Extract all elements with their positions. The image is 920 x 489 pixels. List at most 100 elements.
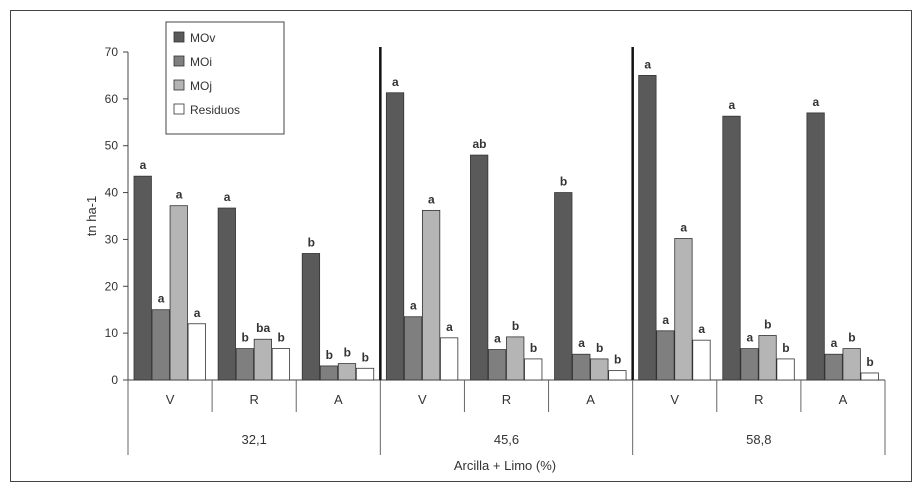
x-group-label: 32,1 [242,432,267,447]
legend-swatch [173,31,185,43]
bar-significance-label: b [764,317,771,331]
bar [722,115,741,381]
bar-significance-label: b [530,341,537,355]
bar [572,353,591,381]
chart-frame [10,10,912,482]
x-category-label: R [754,392,763,407]
bar [638,75,657,381]
bar-significance-label: a [662,313,669,327]
bar-significance-label: b [848,331,855,345]
bar [842,348,861,381]
bar-significance-label: b [308,235,315,249]
bar-significance-label: a [698,322,705,336]
bar-significance-label: a [578,336,585,350]
bar [217,207,236,381]
y-tick-label: 0 [111,373,118,387]
bar-significance-label: a [494,332,501,346]
legend-box [165,21,285,135]
bar-significance-label: a [831,336,838,350]
x-category-label: R [249,392,258,407]
legend: MOv MOi MOj Residuos [165,21,285,135]
bar [506,336,525,381]
x-category-label: R [502,392,511,407]
x-category-label: A [334,392,343,407]
x-category-label: A [839,392,848,407]
bar [674,238,693,381]
bar [758,335,777,381]
bar-significance-label: a [158,292,165,306]
bar [806,112,825,381]
y-tick-label: 20 [105,279,119,293]
bar-significance-label: ab [472,137,486,151]
bar-significance-label: a [680,220,687,234]
bar-significance-label: b [241,331,248,345]
bar-significance-label: a [194,306,201,320]
bar-significance-label: b [326,348,333,362]
bar-significance-label: a [224,190,231,204]
y-tick-label: 30 [105,232,119,246]
bar-significance-label: b [278,331,285,345]
bar [440,337,459,381]
y-tick-label: 10 [105,326,119,340]
bar [151,309,170,381]
bar-significance-label: a [140,158,147,172]
bar-significance-label: b [560,175,567,189]
bar [656,330,675,381]
y-tick-label: 50 [105,139,119,153]
bar-significance-label: a [446,320,453,334]
bar [337,363,357,381]
bar-significance-label: b [866,355,873,369]
bar [319,365,339,381]
bar [554,192,573,381]
bar [301,253,321,381]
bar-significance-label: a [813,95,820,109]
legend-label: MOv [190,31,215,45]
legend-label: MOj [190,79,212,93]
x-group-label: 45,6 [494,432,519,447]
bar [355,367,375,381]
bar [860,372,879,381]
x-category-label: V [418,392,427,407]
bar-significance-label: ba [256,321,270,335]
bar [692,339,711,381]
bar [608,370,627,381]
bar [824,353,843,381]
bar [590,358,609,381]
legend-swatch [173,103,185,115]
bar [421,209,441,381]
legend-label: MOi [190,55,212,69]
bar [403,316,423,381]
bar [235,348,254,381]
bar [488,349,507,381]
bar-significance-label: b [362,350,369,364]
legend-swatch [173,55,185,67]
x-category-label: A [586,392,595,407]
x-category-label: V [166,392,175,407]
y-tick-label: 40 [105,186,119,200]
bar [187,323,206,381]
bar [271,348,291,381]
bar [470,154,489,381]
bar [524,358,543,381]
x-axis-label: Arcilla + Limo (%) [454,458,556,473]
bar-significance-label: b [782,341,789,355]
bar-significance-label: a [410,299,417,313]
bar [253,338,272,381]
bar-significance-label: a [746,331,753,345]
y-axis-label: tn ha-1 [84,196,99,236]
bar-significance-label: a [728,98,735,112]
y-tick-label: 70 [105,45,119,59]
bar [385,92,405,381]
x-category-label: V [670,392,679,407]
bar-significance-label: a [644,57,651,71]
bar-significance-label: b [344,346,351,360]
legend-label: Residuos [190,103,240,117]
bar [133,175,152,381]
bar-significance-label: b [614,353,621,367]
bar [169,205,188,381]
x-group-label: 58,8 [746,432,771,447]
bar [776,358,795,381]
bar-significance-label: a [392,75,399,89]
bar-significance-label: a [176,188,183,202]
bar-significance-label: a [428,192,435,206]
